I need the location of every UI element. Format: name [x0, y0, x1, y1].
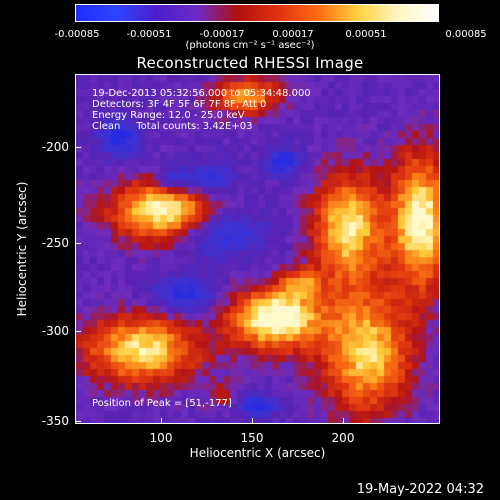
- y-tick-label: -200: [41, 140, 69, 154]
- colorbar-tick: -0.00017: [199, 29, 245, 40]
- x-tick-mark: [161, 418, 162, 424]
- colorbar-tick: -0.00051: [126, 29, 172, 40]
- info-detectors: Detectors: 3F 4F 5F 6F 7F 8F, Att 0: [92, 99, 267, 110]
- colorbar-tick: 0.00017: [272, 29, 314, 40]
- footer-timestamp: 19-May-2022 04:32: [356, 482, 484, 497]
- image-plot-area[interactable]: [75, 74, 440, 424]
- info-peak-position: Position of Peak = [51,-177]: [92, 398, 232, 409]
- y-tick-label: -250: [41, 236, 69, 250]
- x-tick-mark: [343, 418, 344, 424]
- info-time-range: 19-Dec-2013 05:32:56.000 to 05:34:48.000: [92, 88, 311, 99]
- x-axis-label: Heliocentric X (arcsec): [189, 446, 326, 460]
- colorbar-tick: 0.00051: [345, 29, 387, 40]
- y-tick-label: -350: [41, 414, 69, 428]
- y-tick-mark: [75, 147, 81, 148]
- info-clean-counts: Clean Total counts: 3.42E+03: [92, 121, 253, 132]
- y-tick-label: -300: [41, 324, 69, 338]
- x-tick-label: 150: [240, 431, 264, 445]
- image-title: Reconstructed RHESSI Image: [136, 54, 364, 72]
- colorbar-units-label: (photons cm⁻² s⁻¹ asec⁻²): [185, 40, 315, 51]
- y-tick-mark: [75, 331, 81, 332]
- y-tick-mark: [75, 421, 81, 422]
- colorbar-tick: 0.00085: [445, 29, 487, 40]
- info-energy-range: Energy Range: 12.0 - 25.0 keV: [92, 110, 245, 121]
- y-axis-label: Heliocentric Y (arcsec): [15, 181, 29, 317]
- rhessi-image-map[interactable]: [76, 75, 439, 423]
- x-tick-label: 100: [149, 431, 173, 445]
- x-tick-mark: [252, 418, 253, 424]
- colorbar: [75, 4, 439, 22]
- x-tick-label: 200: [331, 431, 355, 445]
- y-tick-mark: [75, 243, 81, 244]
- colorbar-tick: -0.00085: [54, 29, 100, 40]
